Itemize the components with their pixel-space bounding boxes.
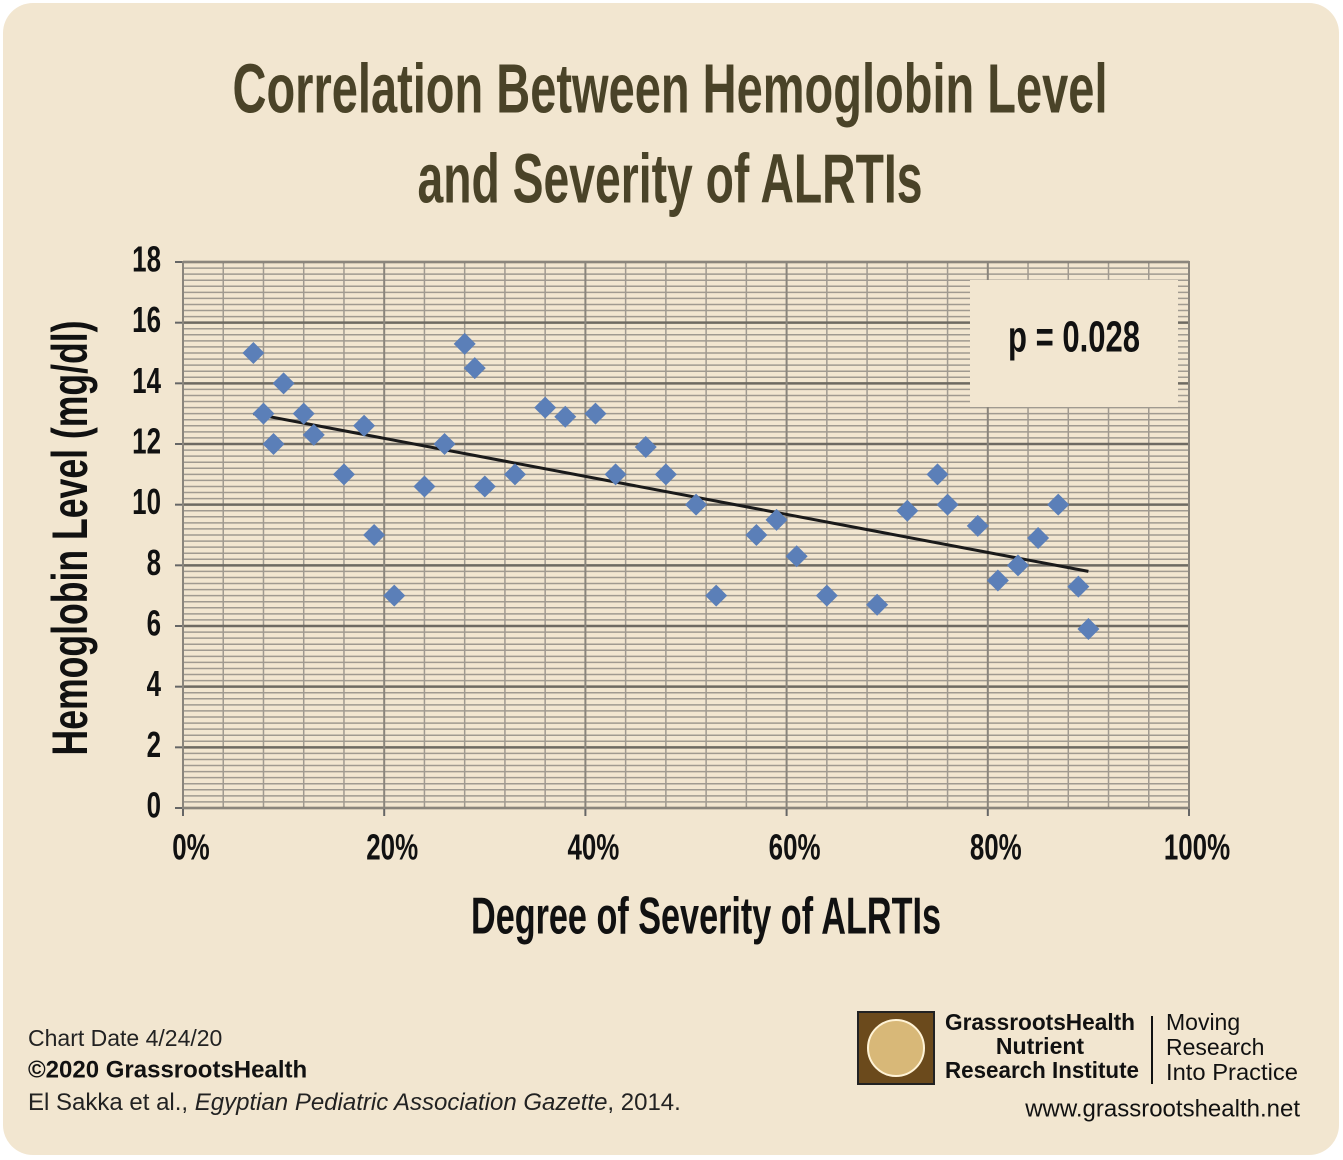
copyright: ©2020 GrassrootsHealth <box>28 1056 307 1083</box>
point <box>966 514 989 537</box>
point <box>534 396 557 419</box>
y-tick-label: 4 <box>147 664 162 704</box>
x-tick-label: 40% <box>567 827 619 867</box>
point <box>815 584 838 607</box>
point <box>554 405 577 428</box>
logo-name: Nutrient <box>996 1033 1085 1059</box>
citation-authors: El Sakka et al., <box>28 1089 195 1116</box>
point <box>926 463 949 486</box>
point <box>503 463 526 486</box>
x-axis-label: Degree of Severity of ALRTIs <box>471 888 941 946</box>
point <box>363 524 386 546</box>
point <box>433 433 456 455</box>
point <box>765 508 788 531</box>
x-tick-label: 80% <box>970 827 1022 867</box>
point <box>413 475 436 498</box>
point <box>584 402 607 425</box>
x-tick-label: 100% <box>1164 827 1230 867</box>
chart-title: Correlation Between Hemoglobin Level <box>233 49 1108 127</box>
y-tick-label: 6 <box>147 603 161 643</box>
x-tick-label: 0% <box>172 827 210 867</box>
annotation: p = 0.028 <box>1008 313 1140 362</box>
x-tick-label: 20% <box>366 827 418 867</box>
point <box>936 493 959 516</box>
x-tick-label: 60% <box>769 827 821 867</box>
citation-year: , 2014. <box>607 1089 680 1116</box>
point <box>453 332 476 355</box>
point <box>705 584 728 607</box>
point <box>896 499 919 522</box>
point <box>634 436 657 459</box>
y-tick-label: 0 <box>147 785 161 825</box>
y-tick-label: 12 <box>132 421 161 461</box>
point <box>383 584 406 607</box>
point <box>654 463 677 486</box>
point <box>1067 575 1090 598</box>
point <box>302 423 325 446</box>
logo-name: GrassrootsHealth <box>945 1009 1135 1035</box>
plot-border <box>182 261 1190 809</box>
logo-icon <box>867 1019 925 1077</box>
point <box>866 593 889 616</box>
point <box>1006 554 1029 577</box>
y-tick-label: 18 <box>132 239 161 279</box>
logo-name: Research Institute <box>945 1057 1139 1083</box>
point <box>1027 527 1050 550</box>
logo-tagline: Moving <box>1166 1009 1240 1035</box>
logo-tagline: Into Practice <box>1166 1059 1298 1085</box>
y-tick-label: 14 <box>132 361 161 401</box>
chart-date: Chart Date 4/24/20 <box>28 1025 222 1051</box>
point <box>685 493 708 516</box>
point <box>1077 618 1100 641</box>
point <box>1047 493 1070 516</box>
logo-url: www.grassrootshealth.net <box>1024 1095 1300 1122</box>
point <box>272 372 295 395</box>
citation: El Sakka et al., Egyptian Pediatric Asso… <box>28 1089 681 1116</box>
y-tick-label: 10 <box>132 482 161 522</box>
y-axis-label: Hemoglobin Level (mg/dl) <box>42 321 98 756</box>
logo-tagline: Research <box>1166 1034 1264 1060</box>
citation-journal: Egyptian Pediatric Association Gazette <box>195 1089 608 1116</box>
point <box>745 524 768 546</box>
y-tick-label: 8 <box>147 543 161 583</box>
point <box>604 463 627 486</box>
point <box>785 545 808 568</box>
point <box>986 569 1009 592</box>
chart-title: and Severity of ALRTIs <box>418 139 923 217</box>
point <box>262 433 285 455</box>
point <box>292 402 315 425</box>
annotation-box <box>970 280 1178 407</box>
y-tick-label: 16 <box>132 300 161 340</box>
y-tick-label: 2 <box>147 725 161 765</box>
point <box>332 463 355 486</box>
trendline <box>253 412 1089 573</box>
point <box>353 414 376 437</box>
point <box>242 342 265 364</box>
point <box>473 475 496 498</box>
point <box>463 357 486 380</box>
point <box>252 402 275 425</box>
